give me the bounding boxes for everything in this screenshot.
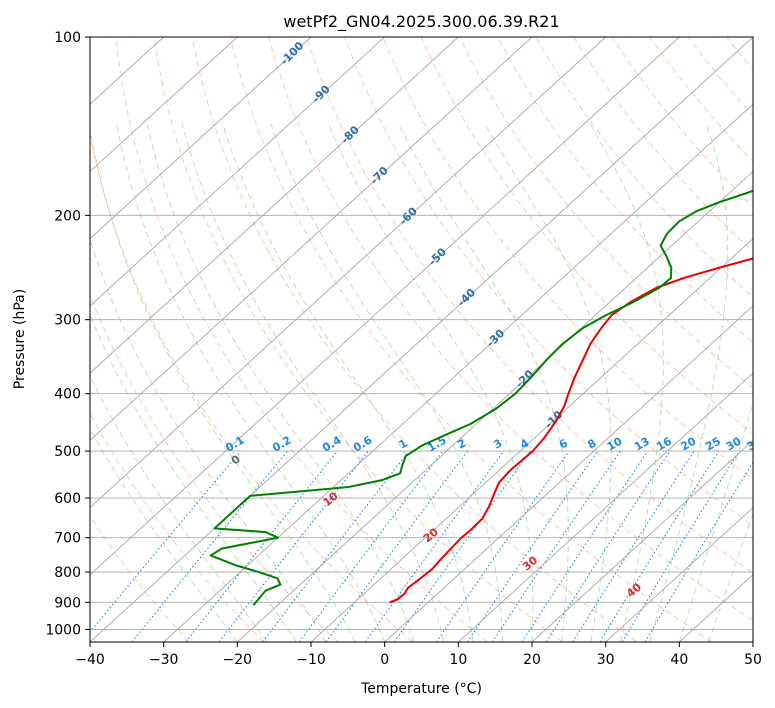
- x-tick-label: 30: [597, 652, 615, 668]
- y-tick-label: 400: [54, 387, 81, 403]
- x-tick-label: −10: [296, 652, 326, 668]
- dry-adiabat-line: [191, 37, 638, 642]
- chart-title: wetPf2_GN04.2025.300.06.39.R21: [283, 12, 559, 32]
- x-tick-label: −40: [75, 652, 105, 668]
- dry-adiabat-line: [90, 293, 339, 642]
- moist-adiabat-line: [90, 374, 268, 642]
- mixing-ratio-line: [393, 450, 531, 642]
- moist-adiabat-line: [484, 123, 612, 642]
- x-tick-label: 10: [449, 652, 467, 668]
- moist-adiabat-line: [708, 513, 753, 642]
- dry-adiabat-line: [115, 37, 488, 642]
- dry-adiabat-line: [344, 37, 753, 527]
- mixing-ratio-line: [599, 450, 720, 642]
- isotherm-line: [90, 37, 680, 576]
- y-tick-label: 600: [54, 491, 81, 507]
- mixing-ratio-lines: [90, 450, 753, 642]
- y-axis: 100 200 300 400 500 600 700 800 900 1000: [45, 30, 90, 638]
- pressure-gridlines: [90, 37, 753, 630]
- dry-adiabat-line: [458, 37, 753, 389]
- x-axis-title: Temperature (°C): [360, 681, 482, 697]
- moist-adiabat-line: [649, 123, 729, 642]
- dry-adiabat-line: [268, 37, 753, 621]
- mixing-ratio-line: [90, 450, 242, 633]
- y-tick-label: 1000: [45, 622, 81, 638]
- plot-frame: [89, 36, 754, 643]
- y-tick-label: 800: [54, 565, 81, 581]
- x-tick-label: 40: [670, 652, 688, 668]
- isotherm-line: [531, 439, 753, 642]
- dry-adiabat-line: [382, 37, 753, 480]
- y-tick-label: 900: [54, 595, 81, 611]
- isotherm-line: [90, 37, 238, 173]
- y-tick-label: 200: [54, 208, 81, 224]
- isotherm-line: [90, 37, 459, 374]
- x-tick-label: −30: [149, 652, 179, 668]
- moist-adiabat-line: [90, 237, 327, 642]
- isotherm-line: [90, 37, 312, 240]
- mixing-ratio-line: [218, 450, 369, 642]
- y-tick-label: 300: [54, 313, 81, 329]
- moist-adiabat-line: [222, 123, 474, 642]
- dry-adiabat-line: [229, 37, 712, 642]
- mixing-ratio-line: [644, 461, 753, 642]
- dewpoint-profile-line: [209, 189, 753, 606]
- y-tick-label: 500: [54, 444, 81, 460]
- moist-adiabat-line: [90, 313, 297, 642]
- dry-adiabat-line: [90, 131, 414, 642]
- dry-adiabat-line: [573, 37, 753, 253]
- isotherm-line: [90, 37, 533, 441]
- moist-adiabat-line: [270, 123, 503, 642]
- moist-adiabat-line: [397, 123, 569, 642]
- moist-adiabat-line: [678, 401, 753, 642]
- temperature-profile-line: [389, 257, 753, 604]
- moist-adiabat-line: [115, 123, 386, 642]
- moist-adiabat-line: [181, 123, 445, 642]
- mixing-ratio-line: [262, 450, 410, 642]
- profiles: [209, 189, 753, 606]
- y-tick-label: 700: [54, 531, 81, 547]
- moist-adiabat-line: [589, 123, 664, 642]
- y-tick-label: 100: [54, 30, 81, 46]
- dry-adiabat-line: [649, 37, 753, 163]
- mixing-ratio-line: [364, 450, 505, 642]
- x-tick-label: −20: [223, 652, 253, 668]
- isotherms: [90, 37, 753, 642]
- moist-adiabat-line: [327, 123, 534, 642]
- isotherm-line: [90, 37, 385, 307]
- mixing-ratio-line: [545, 450, 671, 642]
- isotherm-line: [90, 37, 606, 509]
- dry-adiabat-line: [420, 37, 753, 434]
- mixing-ratio-line: [572, 450, 695, 642]
- isotherm-line: [310, 238, 753, 642]
- dry-adiabat-line: [90, 412, 264, 642]
- dry-adiabat-line: [306, 37, 753, 574]
- isotherm-line: [605, 506, 753, 642]
- mixing-ratio-line: [621, 450, 740, 642]
- x-axis: −40 −30 −20 −10 0 10 20 30 40 50: [75, 642, 762, 668]
- isotherm-line: [384, 305, 753, 642]
- mixing-ratio-line: [131, 450, 289, 642]
- dry-adiabats: [90, 37, 753, 642]
- y-axis-title: Pressure (hPa): [12, 289, 28, 389]
- dry-adiabat-line: [153, 37, 563, 642]
- isotherm-line: [458, 372, 753, 642]
- x-tick-label: 0: [380, 652, 389, 668]
- moist-adiabat-line: [146, 123, 415, 642]
- isotherm-line: [90, 37, 753, 642]
- mixing-ratio-line: [185, 450, 338, 642]
- mixing-ratio-line: [467, 450, 599, 642]
- x-tick-label: 50: [744, 652, 762, 668]
- dry-adiabat-line: [497, 37, 753, 343]
- x-tick-label: 20: [523, 652, 541, 668]
- isotherm-line: [163, 103, 753, 642]
- mixing-ratio-label: 36: [744, 434, 764, 453]
